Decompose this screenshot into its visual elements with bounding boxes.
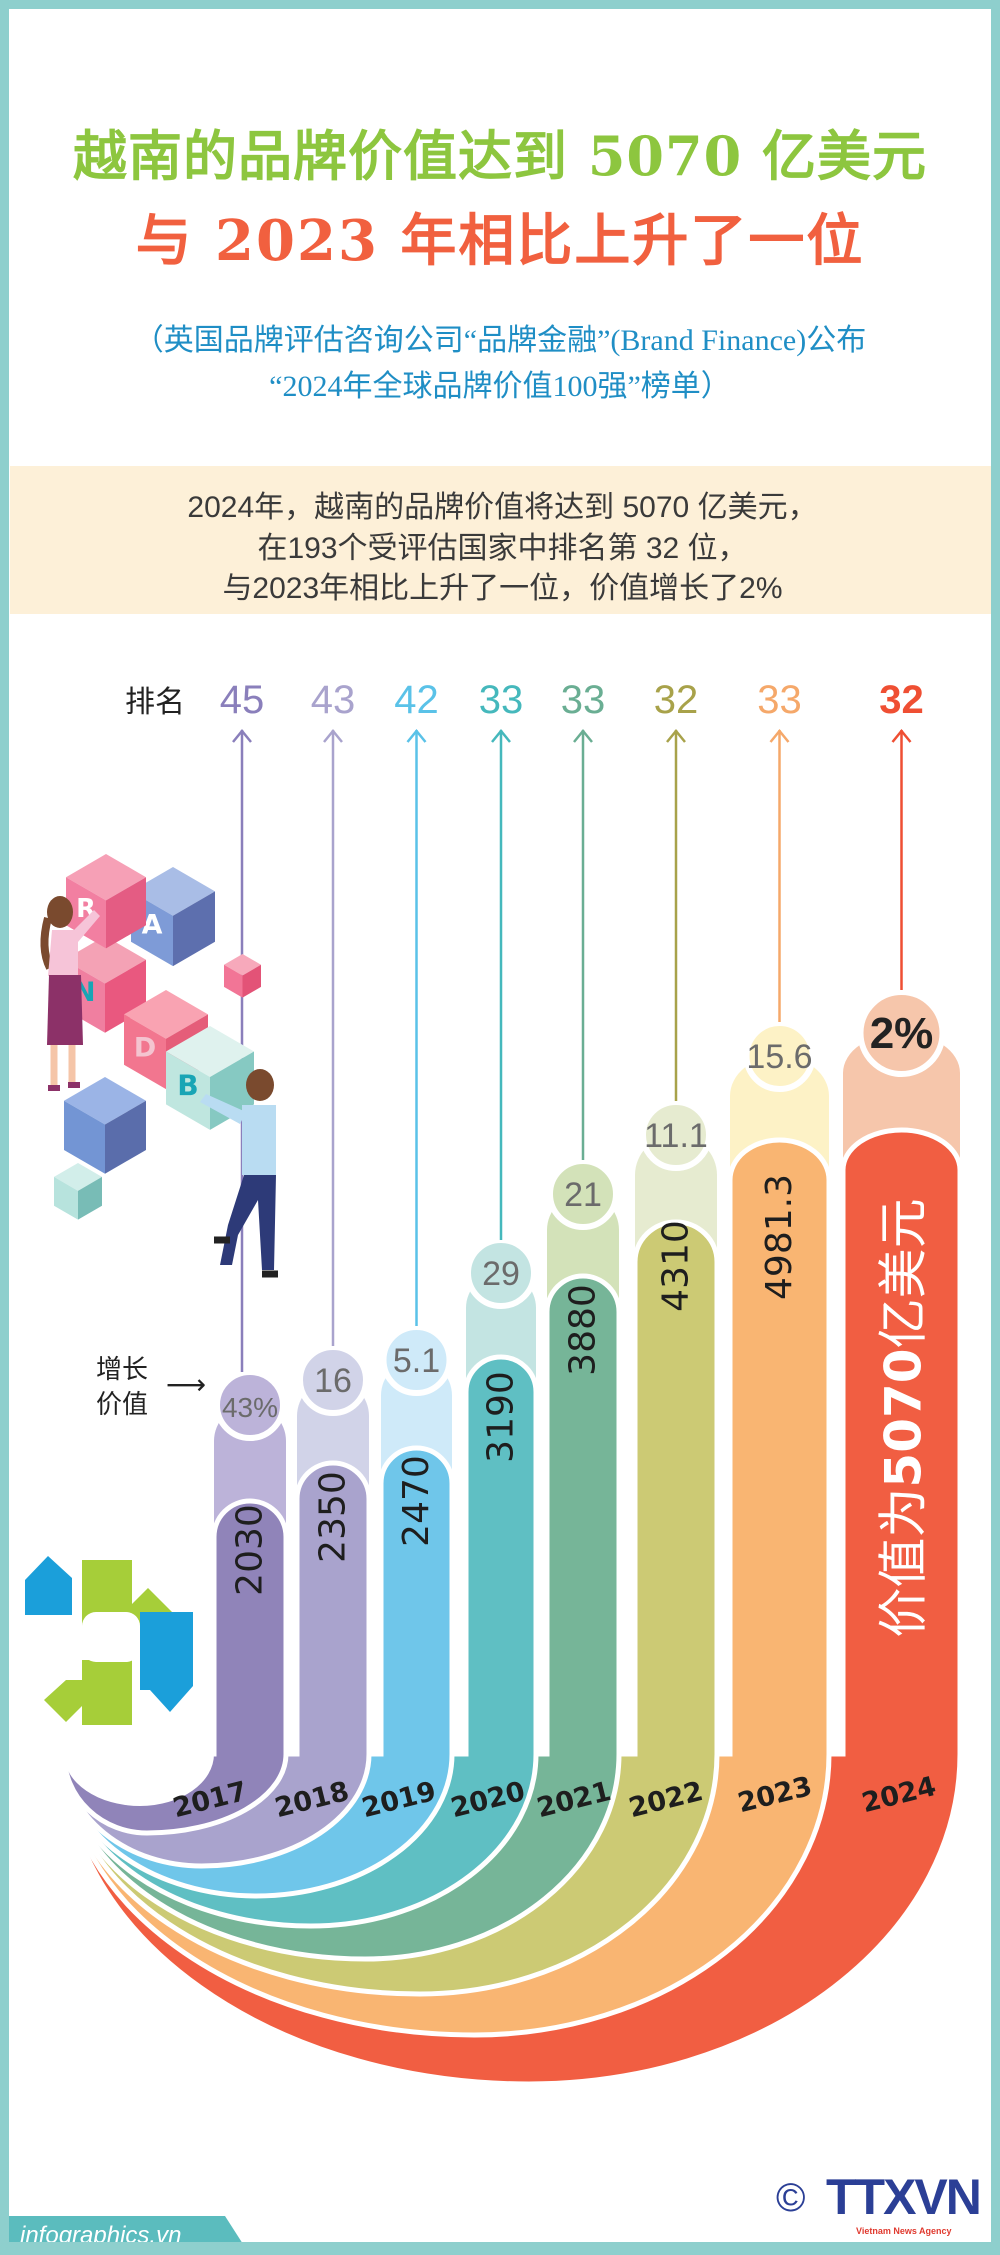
rank-2017: 45 (220, 678, 265, 1372)
rank-2023: 33 (757, 678, 802, 1022)
rank-2019: 42 (394, 678, 439, 1326)
arrow-up-icon (232, 729, 252, 743)
brand-value-label: 2350 (313, 1471, 354, 1563)
cube-letter: A (142, 909, 163, 940)
agency-logo-subtitle: Vietnam News Agency (856, 2226, 952, 2236)
rank-value: 42 (394, 678, 439, 722)
arrow-up-icon (891, 729, 912, 743)
summary-line: 2024年，越南的品牌价值将达到 5070 亿美元， (187, 491, 818, 524)
cube-letter: B (177, 1070, 198, 1103)
rank-2021: 33 (561, 678, 606, 1160)
brand-value-label: 4981.3 (759, 1174, 800, 1300)
growth-value-label: 5.1 (393, 1342, 440, 1380)
rank-value: 45 (220, 678, 265, 722)
growth-value-label: 16 (314, 1362, 352, 1400)
arrow-up-icon (491, 729, 511, 743)
growth-label-line-1: 增长 (96, 1354, 148, 1384)
rank-arrows: 45 43 42 33 33 32 33 32 (220, 678, 924, 1372)
growth-bubble (743, 1020, 816, 1092)
inner-curve (64, 1754, 214, 1806)
growth-bubble (297, 1344, 369, 1416)
subtitle-line-2: “2024年全球品牌价值100强”榜单） (269, 370, 731, 403)
rank-value: 33 (479, 678, 524, 722)
footer-bar (0, 2242, 1000, 2255)
final-suffix: 亿美元 (875, 1198, 933, 1348)
arrow-up-icon (666, 729, 686, 743)
growth-bubble (214, 1369, 286, 1441)
brand-value-label: 2030 (230, 1504, 271, 1596)
cube-icon (224, 954, 261, 998)
brand-value-label: 3880 (563, 1284, 604, 1376)
rank-label: 排名 (125, 686, 185, 719)
rank-2024: 32 (879, 678, 924, 990)
cube-icon (64, 1077, 146, 1174)
rank-value: 43 (311, 678, 356, 722)
summary-line: 与2023年相比上升了一位，价值增长了2% (222, 572, 783, 605)
band-2017: 43% 2030 (61, 1369, 289, 1836)
growth-value-label: 11.1 (644, 1117, 708, 1155)
rank-value: 32 (879, 678, 924, 722)
arrow-up-icon (323, 729, 343, 743)
rank-2022: 32 (654, 678, 699, 1101)
brand-logo-icon (25, 1556, 193, 1725)
rank-value: 33 (757, 678, 802, 722)
growth-value-label: 29 (482, 1255, 520, 1293)
rank-2018: 43 (311, 678, 356, 1346)
value-bar (61, 1498, 289, 1836)
summary-box: 2024年，越南的品牌价值将达到 5070 亿美元， 在193个受评估国家中排名… (10, 466, 995, 614)
title-line-1: 越南的品牌价值达到 5070 亿美元 (73, 124, 927, 188)
rank-value: 32 (654, 678, 699, 722)
growth-value-label: 2% (870, 1009, 934, 1058)
cube-icon (54, 1163, 102, 1220)
summary-line: 在193个受评估国家中排名第 32 位， (257, 532, 748, 565)
growth-label-line-2: 价值 (96, 1389, 148, 1419)
value-bands: 2% 价值为5070亿美元 15.6 4981.3 11.1 4310 21 3880 29 31… (61, 989, 963, 2087)
growth-bubble (857, 989, 946, 1077)
title-line-2: 与 2023 年相比上升了一位 (135, 208, 865, 274)
brand-value-label: 4310 (656, 1220, 697, 1312)
final-value: 5070 (875, 1348, 933, 1487)
growth-bubble (380, 1324, 453, 1396)
growth-value-label: 21 (564, 1176, 602, 1214)
rank-value: 33 (561, 678, 606, 722)
final-value-label: 价值为5070亿美元 (875, 1198, 933, 1637)
growth-value-label: 15.6 (746, 1038, 812, 1076)
woman-figure (40, 896, 100, 1091)
subtitle-line-1: （英国品牌评估咨询公司“品牌金融”(Brand Finance)公布 (133, 324, 867, 357)
man-figure (200, 1069, 278, 1278)
rank-2020: 33 (479, 678, 524, 1240)
cube-letter: D (134, 1032, 156, 1063)
arrow-up-icon (769, 729, 790, 743)
growth-arrow-icon: ⟶ (166, 1368, 206, 1401)
growth-value-label: 43% (222, 1392, 278, 1423)
arrow-up-icon (406, 729, 427, 743)
final-prefix: 价值为 (875, 1488, 933, 1638)
growth-bubble (547, 1158, 619, 1230)
brand-value-label: 2470 (396, 1455, 437, 1547)
copyright-icon: © (776, 2176, 806, 2220)
brand-value-label: 3190 (481, 1371, 522, 1463)
arrow-up-icon (573, 729, 593, 743)
agency-logo: TTXVN (826, 2169, 982, 2225)
growth-bubble (640, 1099, 712, 1171)
